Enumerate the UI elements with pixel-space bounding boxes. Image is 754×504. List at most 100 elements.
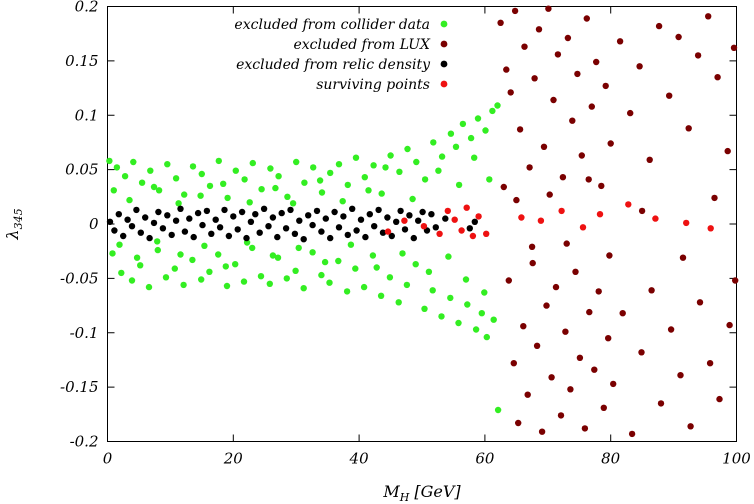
data-point (558, 207, 565, 215)
data-point (145, 283, 153, 291)
data-point (155, 187, 163, 194)
data-point (531, 75, 538, 82)
data-point (409, 195, 416, 203)
data-point (110, 187, 118, 194)
data-point (585, 176, 592, 183)
data-point (208, 230, 215, 237)
data-point (260, 205, 268, 212)
data-point (258, 186, 265, 193)
data-point (126, 196, 133, 204)
data-point (266, 280, 273, 287)
data-point (478, 310, 485, 317)
data-point (221, 206, 228, 214)
data-point (292, 267, 299, 274)
data-point (540, 143, 548, 150)
y-tick-label: 0 (89, 215, 99, 233)
data-point (533, 342, 541, 349)
data-point (655, 22, 663, 30)
data-point (111, 227, 118, 234)
data-point (362, 233, 369, 241)
legend-label: surviving points (316, 77, 430, 93)
data-point (291, 230, 299, 237)
data-point (274, 233, 281, 241)
y-tick-label: -0.2 (70, 433, 99, 451)
data-point (370, 162, 377, 169)
data-point (638, 207, 646, 215)
data-point (343, 288, 351, 295)
data-point (249, 244, 256, 252)
data-point (430, 139, 437, 146)
data-point (578, 152, 585, 159)
data-point (403, 281, 411, 289)
data-point (494, 102, 501, 109)
data-point (732, 277, 739, 284)
data-point (223, 282, 231, 290)
data-point (526, 164, 533, 171)
data-point (247, 218, 255, 225)
data-point (455, 181, 463, 189)
data-point (116, 241, 123, 248)
data-point (284, 193, 291, 200)
data-point (483, 230, 490, 237)
axis-tick-labels: 0 20 40 60 80 100 -0.2 -0.15 -0.1 -0.05 0 0.05 0.1 0.… (60, 0, 751, 468)
data-point (429, 287, 436, 294)
data-point (524, 391, 531, 398)
data-point (322, 215, 329, 222)
data-point (598, 182, 605, 190)
data-point (146, 234, 153, 242)
data-point (616, 38, 624, 45)
data-point (463, 204, 470, 211)
data-point (395, 299, 402, 306)
data-point (581, 425, 589, 432)
data-point (128, 223, 136, 230)
data-point (442, 215, 449, 222)
data-point (606, 252, 613, 259)
data-point (287, 206, 294, 214)
legend: excluded from collider data excluded from… (234, 17, 448, 93)
data-point (316, 177, 324, 184)
data-point (171, 265, 178, 272)
data-point (711, 194, 718, 202)
data-point (397, 207, 404, 215)
data-point (267, 165, 274, 172)
data-point (269, 214, 277, 221)
data-point (130, 158, 137, 166)
data-point (696, 299, 704, 306)
data-point (232, 261, 239, 268)
data-point (318, 228, 325, 235)
data-point (155, 208, 162, 216)
data-point (137, 229, 144, 236)
data-point (361, 174, 368, 181)
data-point (438, 153, 446, 160)
data-point (386, 274, 394, 281)
data-point (714, 74, 721, 81)
data-point (121, 173, 129, 180)
data-point (344, 181, 351, 189)
data-point (118, 269, 125, 277)
data-point (564, 34, 572, 42)
legend-label: excluded from collider data (234, 17, 430, 33)
y-tick-label: 0.2 (75, 0, 99, 16)
data-point (507, 89, 514, 96)
data-point (162, 274, 170, 281)
data-point (419, 208, 426, 216)
data-point (154, 246, 161, 254)
data-point (269, 252, 277, 259)
data-point (576, 354, 584, 361)
data-point (164, 161, 171, 168)
data-point (289, 200, 297, 207)
data-point (602, 82, 609, 90)
data-point (241, 176, 248, 183)
data-point (724, 147, 731, 155)
data-point (106, 218, 114, 225)
data-point (215, 157, 222, 165)
data-point (543, 302, 550, 309)
data-point (401, 217, 408, 224)
series-3 (384, 201, 714, 240)
data-point (593, 58, 600, 66)
data-point (360, 283, 368, 291)
data-point (486, 176, 493, 183)
data-point (327, 234, 334, 242)
data-point (516, 126, 524, 133)
